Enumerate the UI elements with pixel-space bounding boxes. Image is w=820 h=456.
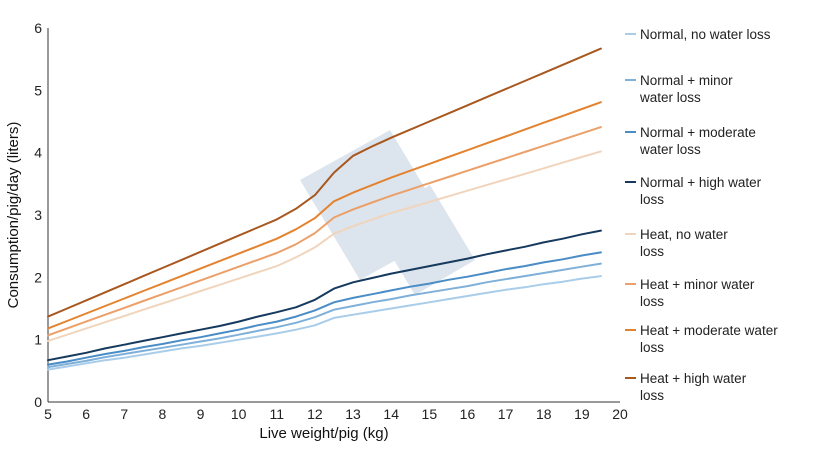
legend-item: Heat + high water loss [625,371,747,403]
y-tick-label: 0 [34,394,42,410]
legend-item: Normal + moderate water loss [625,125,756,157]
series-line-8 [47,47,602,318]
watermark-logo [300,130,475,295]
series-line-5 [47,150,602,342]
y-tick-label: 6 [34,20,42,36]
x-tick-label: 5 [44,406,52,422]
legend-label: Normal + moderate water loss [639,125,756,157]
legend-item: Heat + moderate water loss [625,323,778,355]
legend-label: Normal + minor water loss [639,73,733,105]
legend-label: Heat + moderate water loss [640,323,778,355]
x-tick-label: 6 [82,406,90,422]
legend: Normal, no water loss Normal + minor water… [625,27,778,403]
legend-label: Heat + minor water loss [640,277,755,309]
x-tick-label: 18 [536,406,552,422]
y-tick-label: 4 [34,145,42,161]
x-tick-label: 7 [120,406,128,422]
legend-label: Normal + high water loss [640,175,762,207]
y-axis-title: Consumption/pig/day (liters) [5,122,22,309]
x-tick-label: 19 [574,406,590,422]
series-line-6 [47,126,602,337]
x-tick-label: 16 [460,406,476,422]
series-line-3 [47,251,602,366]
y-tick-label: 3 [34,207,42,223]
legend-item: Normal + minor water loss [625,73,733,105]
legend-label: Heat, no water loss [640,227,728,259]
x-tick-label: 9 [197,406,205,422]
series-line-7 [47,101,602,330]
legend-item: Normal + high water loss [625,175,762,207]
x-tick-label: 20 [612,406,628,422]
series-line-4 [47,229,602,362]
legend-label: Normal, no water loss [640,27,771,42]
y-tick-label: 5 [34,82,42,98]
legend-item: Heat, no water loss [625,227,728,259]
x-tick-label: 17 [498,406,514,422]
x-tick-label: 14 [383,406,399,422]
series-line-2 [47,262,602,369]
y-tick-label: 1 [34,332,42,348]
x-tick-label: 8 [159,406,167,422]
x-tick-label: 12 [307,406,323,422]
legend-item: Normal, no water loss [625,27,771,42]
x-tick-label: 13 [345,406,361,422]
x-tick-label: 11 [270,406,285,422]
x-axis-title: Live weight/pig (kg) [259,425,388,442]
series-line-1 [47,275,602,371]
x-tick-label: 10 [231,406,247,422]
y-tick-label: 2 [34,269,42,285]
x-tick-label: 15 [422,406,438,422]
legend-item: Heat + minor water loss [625,277,755,309]
series-layer [47,47,602,371]
legend-label: Heat + high water loss [640,371,747,403]
